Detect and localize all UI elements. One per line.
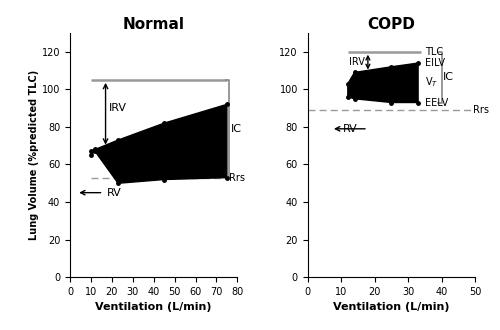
Text: Rrs: Rrs <box>228 173 244 182</box>
Text: EILV: EILV <box>425 58 445 68</box>
Polygon shape <box>91 104 227 183</box>
Title: Normal: Normal <box>122 17 184 32</box>
Text: V$_T$: V$_T$ <box>425 75 438 89</box>
Text: IRV: IRV <box>108 103 126 113</box>
Title: COPD: COPD <box>368 17 416 32</box>
Text: IRV: IRV <box>348 57 364 67</box>
Text: RV: RV <box>343 124 357 134</box>
Text: Rrs: Rrs <box>474 105 490 115</box>
Y-axis label: Lung Volume (%predicted TLC): Lung Volume (%predicted TLC) <box>29 70 39 240</box>
Polygon shape <box>348 63 418 103</box>
Text: RV: RV <box>106 188 122 198</box>
Text: IC: IC <box>231 124 242 134</box>
Text: EELV: EELV <box>425 97 448 108</box>
Text: TLC: TLC <box>425 47 443 57</box>
X-axis label: Ventilation (L/min): Ventilation (L/min) <box>333 303 450 313</box>
X-axis label: Ventilation (L/min): Ventilation (L/min) <box>96 303 212 313</box>
Text: IC: IC <box>443 72 454 82</box>
